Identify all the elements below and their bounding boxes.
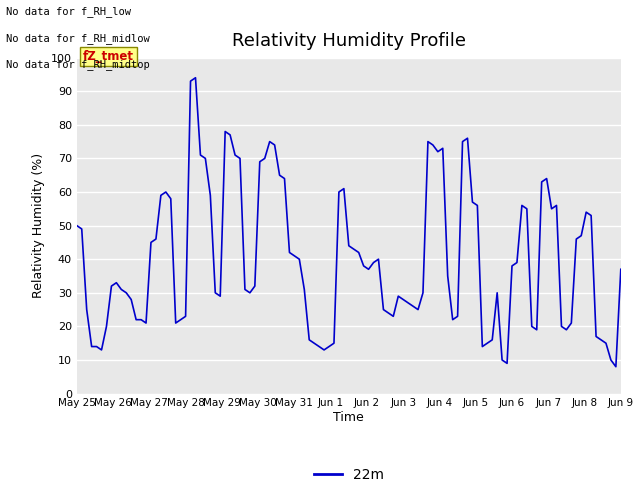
Legend: 22m: 22m bbox=[308, 462, 389, 480]
Text: fZ_tmet: fZ_tmet bbox=[83, 50, 134, 63]
Text: No data for f_RH_low: No data for f_RH_low bbox=[6, 6, 131, 17]
Title: Relativity Humidity Profile: Relativity Humidity Profile bbox=[232, 33, 466, 50]
Y-axis label: Relativity Humidity (%): Relativity Humidity (%) bbox=[33, 153, 45, 298]
X-axis label: Time: Time bbox=[333, 411, 364, 424]
Text: No data for f_RH_midtop: No data for f_RH_midtop bbox=[6, 59, 150, 70]
Text: No data for f_RH_midlow: No data for f_RH_midlow bbox=[6, 33, 150, 44]
